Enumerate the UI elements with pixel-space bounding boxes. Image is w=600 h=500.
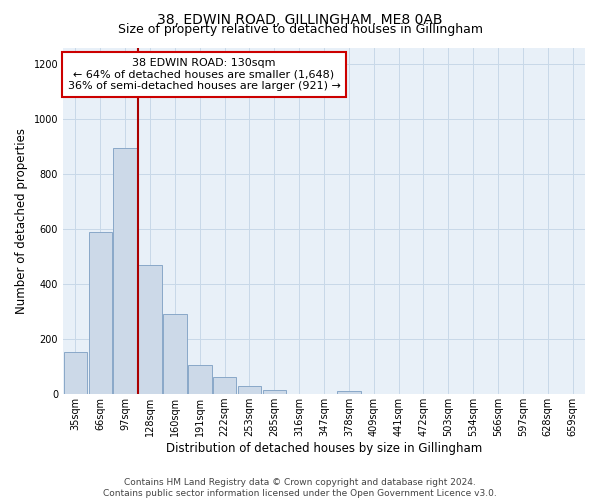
X-axis label: Distribution of detached houses by size in Gillingham: Distribution of detached houses by size … — [166, 442, 482, 455]
Bar — [337, 390, 361, 394]
Bar — [163, 314, 187, 394]
Bar — [138, 265, 162, 394]
Bar — [64, 352, 87, 394]
Bar — [188, 366, 212, 394]
Bar — [89, 232, 112, 394]
Text: 38, EDWIN ROAD, GILLINGHAM, ME8 0AB: 38, EDWIN ROAD, GILLINGHAM, ME8 0AB — [157, 12, 443, 26]
Text: 38 EDWIN ROAD: 130sqm
← 64% of detached houses are smaller (1,648)
36% of semi-d: 38 EDWIN ROAD: 130sqm ← 64% of detached … — [68, 58, 340, 91]
Bar — [263, 390, 286, 394]
Text: Contains HM Land Registry data © Crown copyright and database right 2024.
Contai: Contains HM Land Registry data © Crown c… — [103, 478, 497, 498]
Text: Size of property relative to detached houses in Gillingham: Size of property relative to detached ho… — [118, 22, 482, 36]
Y-axis label: Number of detached properties: Number of detached properties — [15, 128, 28, 314]
Bar — [213, 377, 236, 394]
Bar — [238, 386, 261, 394]
Bar — [113, 148, 137, 394]
